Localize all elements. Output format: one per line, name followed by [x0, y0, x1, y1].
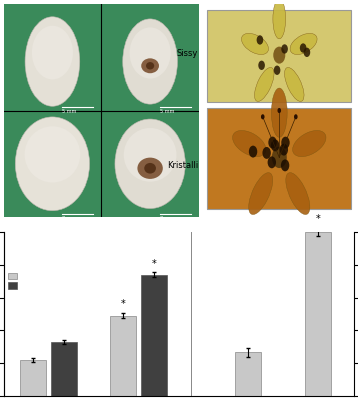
Ellipse shape — [292, 130, 326, 157]
Ellipse shape — [241, 33, 268, 54]
Bar — [20, 360, 46, 396]
Ellipse shape — [233, 130, 266, 157]
Bar — [110, 316, 136, 396]
Circle shape — [274, 66, 280, 75]
Bar — [305, 232, 331, 396]
Ellipse shape — [25, 126, 80, 182]
Circle shape — [249, 146, 257, 158]
Ellipse shape — [285, 68, 304, 102]
Ellipse shape — [271, 88, 287, 137]
Ellipse shape — [290, 33, 317, 54]
FancyBboxPatch shape — [207, 10, 352, 102]
Circle shape — [281, 159, 289, 171]
Circle shape — [271, 140, 279, 151]
Bar — [51, 342, 77, 396]
Ellipse shape — [141, 58, 159, 73]
Text: 8 mm: 8 mm — [160, 216, 174, 221]
Text: *: * — [151, 258, 156, 268]
Circle shape — [267, 156, 276, 168]
Ellipse shape — [249, 173, 273, 214]
Ellipse shape — [124, 128, 176, 182]
Ellipse shape — [273, 0, 286, 39]
Text: Kristalli: Kristalli — [167, 162, 198, 170]
Ellipse shape — [146, 62, 154, 70]
Ellipse shape — [144, 163, 156, 174]
Circle shape — [304, 48, 310, 57]
Ellipse shape — [123, 19, 178, 104]
Bar — [235, 352, 261, 396]
Ellipse shape — [115, 119, 185, 208]
Circle shape — [261, 114, 265, 119]
Circle shape — [268, 136, 277, 148]
FancyBboxPatch shape — [207, 108, 352, 208]
Circle shape — [294, 114, 297, 119]
Text: 8 mm: 8 mm — [62, 216, 77, 221]
Bar — [141, 275, 167, 396]
Ellipse shape — [32, 26, 73, 80]
Circle shape — [281, 44, 288, 54]
Text: *: * — [315, 214, 320, 224]
Ellipse shape — [137, 158, 163, 179]
Circle shape — [300, 43, 306, 53]
Text: 5 mm: 5 mm — [62, 110, 77, 114]
Text: 5 mm: 5 mm — [160, 110, 174, 114]
Text: *: * — [120, 300, 125, 310]
Circle shape — [280, 144, 288, 156]
Circle shape — [272, 147, 287, 168]
Legend: , : , — [7, 272, 24, 290]
Circle shape — [258, 61, 265, 70]
Ellipse shape — [15, 117, 90, 211]
Circle shape — [281, 137, 290, 148]
Ellipse shape — [25, 17, 80, 106]
Circle shape — [277, 108, 281, 113]
Ellipse shape — [130, 28, 171, 78]
Text: Sissy: Sissy — [177, 48, 198, 58]
Ellipse shape — [286, 173, 310, 214]
Ellipse shape — [255, 68, 274, 102]
Circle shape — [257, 35, 263, 45]
Circle shape — [273, 47, 285, 64]
Circle shape — [262, 147, 271, 159]
